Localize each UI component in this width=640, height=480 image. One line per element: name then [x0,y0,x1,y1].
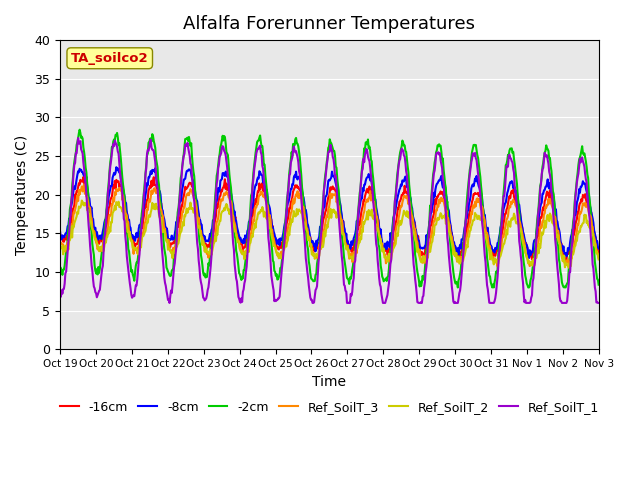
-2cm [56,264,64,270]
Ref_SoilT_1 [595,300,602,306]
Line: Ref_SoilT_3: Ref_SoilT_3 [60,184,598,266]
-2cm [595,282,602,288]
Ref_SoilT_3 [80,181,88,187]
Y-axis label: Temperatures (C): Temperatures (C) [15,134,29,255]
-2cm [66,206,74,212]
Legend: -16cm, -8cm, -2cm, Ref_SoilT_3, Ref_SoilT_2, Ref_SoilT_1: -16cm, -8cm, -2cm, Ref_SoilT_3, Ref_Soil… [55,396,604,419]
Ref_SoilT_2 [177,229,184,235]
Ref_SoilT_1 [74,135,82,141]
-2cm [205,263,213,268]
Ref_SoilT_3 [205,249,213,255]
-2cm [177,175,184,181]
-2cm [76,127,83,132]
-16cm [79,174,87,180]
-8cm [525,255,533,261]
Ref_SoilT_3 [56,240,64,246]
Ref_SoilT_3 [595,255,602,261]
Ref_SoilT_3 [493,264,501,269]
Ref_SoilT_2 [78,198,86,204]
Text: TA_soilco2: TA_soilco2 [71,52,148,65]
Line: -2cm: -2cm [60,130,598,288]
-8cm [396,187,403,192]
Ref_SoilT_3 [177,219,184,225]
Ref_SoilT_1 [122,241,130,247]
-16cm [122,208,130,214]
-2cm [454,285,461,290]
Ref_SoilT_1 [178,176,186,181]
Ref_SoilT_2 [565,265,573,271]
Ref_SoilT_1 [412,282,420,288]
-16cm [563,257,570,263]
Ref_SoilT_1 [56,293,64,299]
Ref_SoilT_3 [412,226,419,232]
Ref_SoilT_3 [396,211,403,217]
-8cm [56,229,64,235]
Line: -8cm: -8cm [60,167,598,258]
Line: -16cm: -16cm [60,177,598,260]
Ref_SoilT_3 [66,233,74,239]
-16cm [177,208,184,214]
-2cm [122,218,130,224]
-16cm [396,199,403,204]
-2cm [412,252,419,258]
-8cm [122,200,130,206]
Ref_SoilT_3 [122,211,130,217]
Ref_SoilT_2 [56,244,64,250]
Ref_SoilT_2 [412,237,419,242]
Ref_SoilT_2 [396,222,403,228]
Ref_SoilT_1 [206,271,214,277]
Ref_SoilT_2 [66,237,74,243]
-8cm [595,246,602,252]
Ref_SoilT_1 [66,219,74,225]
Line: Ref_SoilT_2: Ref_SoilT_2 [60,201,598,268]
-8cm [177,198,184,204]
-16cm [66,227,74,232]
-16cm [205,244,213,250]
Title: Alfalfa Forerunner Temperatures: Alfalfa Forerunner Temperatures [184,15,476,33]
Ref_SoilT_2 [122,223,130,228]
-8cm [66,216,74,222]
-8cm [113,164,120,170]
-8cm [412,227,419,233]
-2cm [396,155,403,160]
X-axis label: Time: Time [312,374,346,389]
-16cm [56,231,64,237]
Ref_SoilT_2 [205,251,213,257]
-16cm [412,222,419,228]
Ref_SoilT_1 [166,300,173,306]
Ref_SoilT_2 [595,256,602,262]
Line: Ref_SoilT_1: Ref_SoilT_1 [60,138,598,303]
Ref_SoilT_1 [396,156,404,162]
-8cm [205,235,213,241]
-16cm [595,250,602,255]
